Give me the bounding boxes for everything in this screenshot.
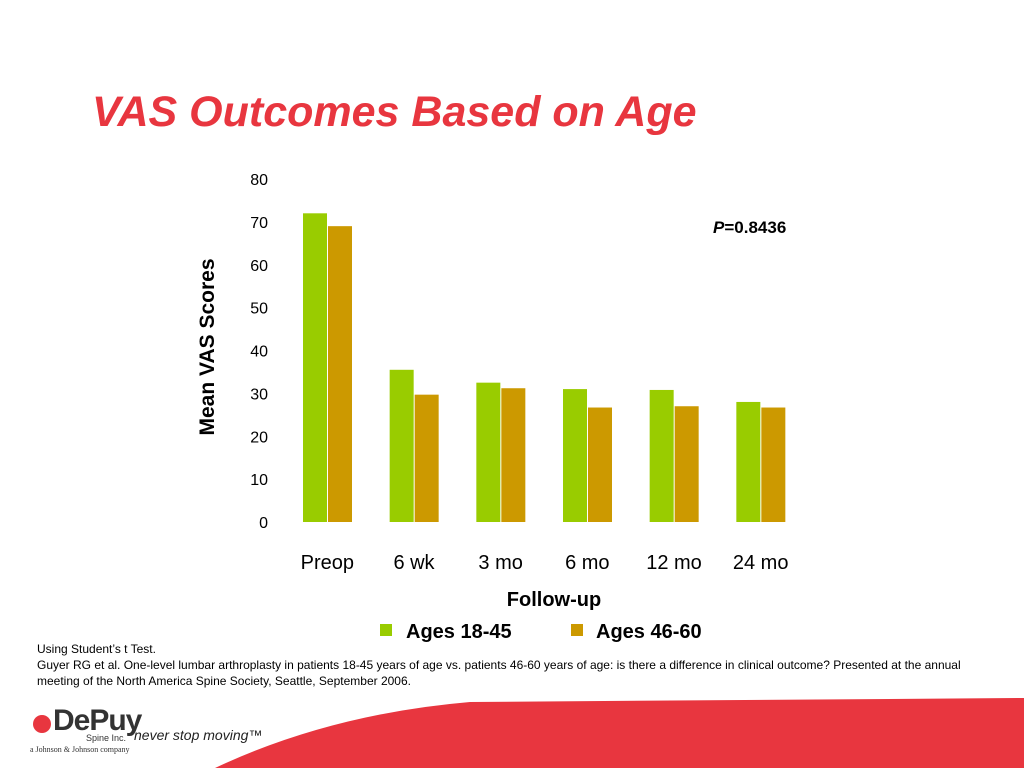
x-category-label: 24 mo [733, 552, 789, 574]
x-category-label: Preop [301, 552, 354, 574]
p-value-number: =0.8436 [724, 218, 786, 237]
legend: Ages 18-45 Ages 46-60 [380, 621, 702, 643]
bar-series-1-3-mo [476, 382, 501, 522]
y-tick-label: 80 [250, 172, 268, 189]
tagline: never stop moving™ [134, 727, 263, 743]
footnote-test: Using Student’s t Test. [37, 642, 156, 656]
legend-swatch-series-2 [571, 624, 583, 636]
bar-series-2-24-mo [761, 407, 786, 522]
bar-series-2-preop [328, 226, 352, 522]
x-axis-label: Follow-up [507, 589, 601, 611]
y-tick-label: 0 [259, 515, 268, 532]
p-value-label: P [713, 218, 725, 237]
footnote: Using Student’s t Test. Guyer RG et al. … [37, 641, 997, 689]
bar-series-1-12-mo [649, 389, 674, 522]
depuy-logo-icon [33, 715, 51, 733]
bar-series-1-6-mo [563, 389, 587, 522]
bar-series-2-6-wk [414, 394, 439, 522]
depuy-logo-subtitle: Spine Inc. [86, 733, 127, 743]
x-category-label: 3 mo [478, 552, 522, 574]
footer-red-shape [215, 698, 1024, 768]
x-category-label: 12 mo [646, 552, 702, 574]
bar-chart: 0 10 20 30 40 50 60 70 80 Preop 6 wk 3 mo 6 mo 12 mo… [196, 172, 789, 643]
parent-company-mark: a Johnson & Johnson company [30, 745, 130, 754]
legend-label-series-1: Ages 18-45 [406, 621, 512, 643]
y-tick-label: 50 [250, 301, 268, 318]
y-tick-label: 70 [250, 215, 268, 232]
y-axis-label: Mean VAS Scores [196, 258, 219, 435]
y-tick-label: 30 [250, 386, 268, 403]
bar-series-1-6-wk [389, 369, 414, 522]
bar-series-1-24-mo [736, 401, 761, 522]
bar-series-2-3-mo [501, 388, 526, 522]
y-axis-ticks: 0 10 20 30 40 50 60 70 80 [250, 172, 268, 532]
y-tick-label: 60 [250, 258, 268, 275]
bar-series-2-6-mo [588, 407, 612, 522]
slide-title: VAS Outcomes Based on Age [92, 88, 697, 136]
y-tick-label: 40 [250, 344, 268, 361]
legend-swatch-series-1 [380, 624, 392, 636]
footer-band [0, 698, 1024, 768]
x-axis-categories: Preop 6 wk 3 mo 6 mo 12 mo 24 mo [301, 552, 789, 574]
depuy-logo: DePuy [53, 704, 142, 737]
footnote-citation: Guyer RG et al. One-level lumbar arthrop… [37, 658, 961, 688]
x-category-label: 6 wk [393, 552, 435, 574]
p-value-annotation: P=0.8436 [713, 218, 786, 237]
x-category-label: 6 mo [565, 552, 609, 574]
y-tick-label: 20 [250, 429, 268, 446]
bar-series-1-preop [303, 213, 327, 523]
y-tick-label: 10 [250, 472, 268, 489]
legend-label-series-2: Ages 46-60 [596, 621, 702, 643]
bar-series-2-12-mo [674, 406, 699, 522]
bars [303, 213, 786, 523]
